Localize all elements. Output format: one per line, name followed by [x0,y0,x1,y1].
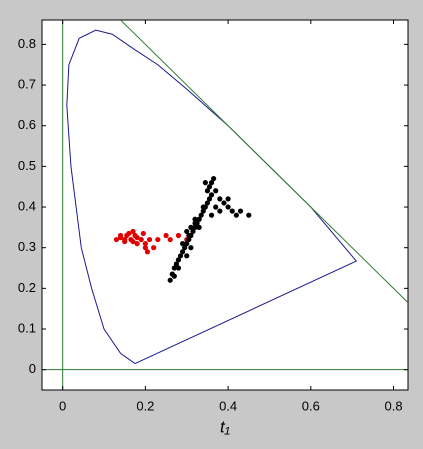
x-tick-label: 0.2 [136,398,154,413]
scatter-point [175,265,182,271]
scatter-point [155,236,161,243]
scatter-point [180,249,186,255]
scatter-point [138,236,144,243]
scatter-point [167,236,173,243]
series-line [120,20,408,303]
scatter-point [192,224,198,230]
plot-content [42,20,408,390]
scatter-point [134,234,140,241]
scatter-point [200,204,206,210]
scatter-point [175,232,182,239]
scatter-point [206,184,213,190]
scatter-point [208,192,215,198]
y-tick-label: 0.2 [18,280,36,295]
scatter-point [130,228,136,235]
scatter-point [177,253,184,259]
scatter-point [130,238,136,245]
scatter-point [213,204,219,210]
scatter-point [171,265,177,271]
scatter-point [146,236,153,243]
scatter-point [206,196,213,202]
scatter-point [233,212,239,218]
scatter-point [182,245,188,251]
scatter-point [186,236,192,243]
scatter-point [229,208,235,214]
scatter-point [202,180,208,186]
scatter-point [134,241,140,247]
scatter-point [184,228,190,235]
scatter-point [246,212,252,218]
scatter-point [190,228,196,235]
y-tick-label: 0 [29,361,36,376]
scatter-point [140,230,146,237]
scatter-point [126,230,132,237]
scatter-point [196,224,202,230]
x-axis-label: t₁ [220,417,230,436]
scatter-point [163,232,169,239]
scatter-point [180,241,186,247]
scatter-point [113,236,120,243]
scatter-point [142,241,148,247]
scatter-point [144,249,151,255]
scatter-point [184,241,190,247]
scatter-point [221,200,227,206]
scatter-point [225,204,231,210]
scatter-point [208,212,215,218]
scatter-point [142,245,148,251]
y-tick-label: 0.5 [18,158,36,173]
scatter-point [217,208,223,214]
scatter-point [204,200,211,206]
scatter-point [204,188,211,194]
scatter-point [117,232,124,239]
scatter-point [167,277,173,283]
y-tick-label: 0.8 [18,36,36,51]
scatter-point [225,196,231,202]
y-tick-label: 0.7 [18,76,36,91]
scatter-point [200,208,206,214]
y-tick-label: 0.4 [18,198,36,213]
x-tick-label: 0.4 [219,398,237,413]
scatter-point [171,273,177,279]
scatter-point [122,238,128,245]
x-tick-label: 0.8 [384,398,402,413]
x-tick-label: 0.6 [302,398,320,413]
y-tick-label: 0.6 [18,117,36,132]
x-tick-label: 0 [59,398,66,413]
scatter-point [173,261,180,267]
scatter-point [192,220,198,226]
y-tick-label: 0.1 [18,320,36,335]
scatter-point [208,180,215,186]
scatter-point [211,175,217,182]
scatter-point [196,216,202,222]
scatter-point [188,245,194,251]
scatter-point [192,216,198,222]
y-tick-label: 0.3 [18,239,36,254]
scatter-point [151,245,157,251]
scatter-point [237,208,244,214]
scatter-point [175,257,182,263]
scatter-point [198,212,204,218]
scatter-point [184,253,190,259]
scatter-point [217,196,223,202]
scatter-point [213,188,219,194]
scatter-point [188,224,194,230]
scatter-point [186,232,192,239]
